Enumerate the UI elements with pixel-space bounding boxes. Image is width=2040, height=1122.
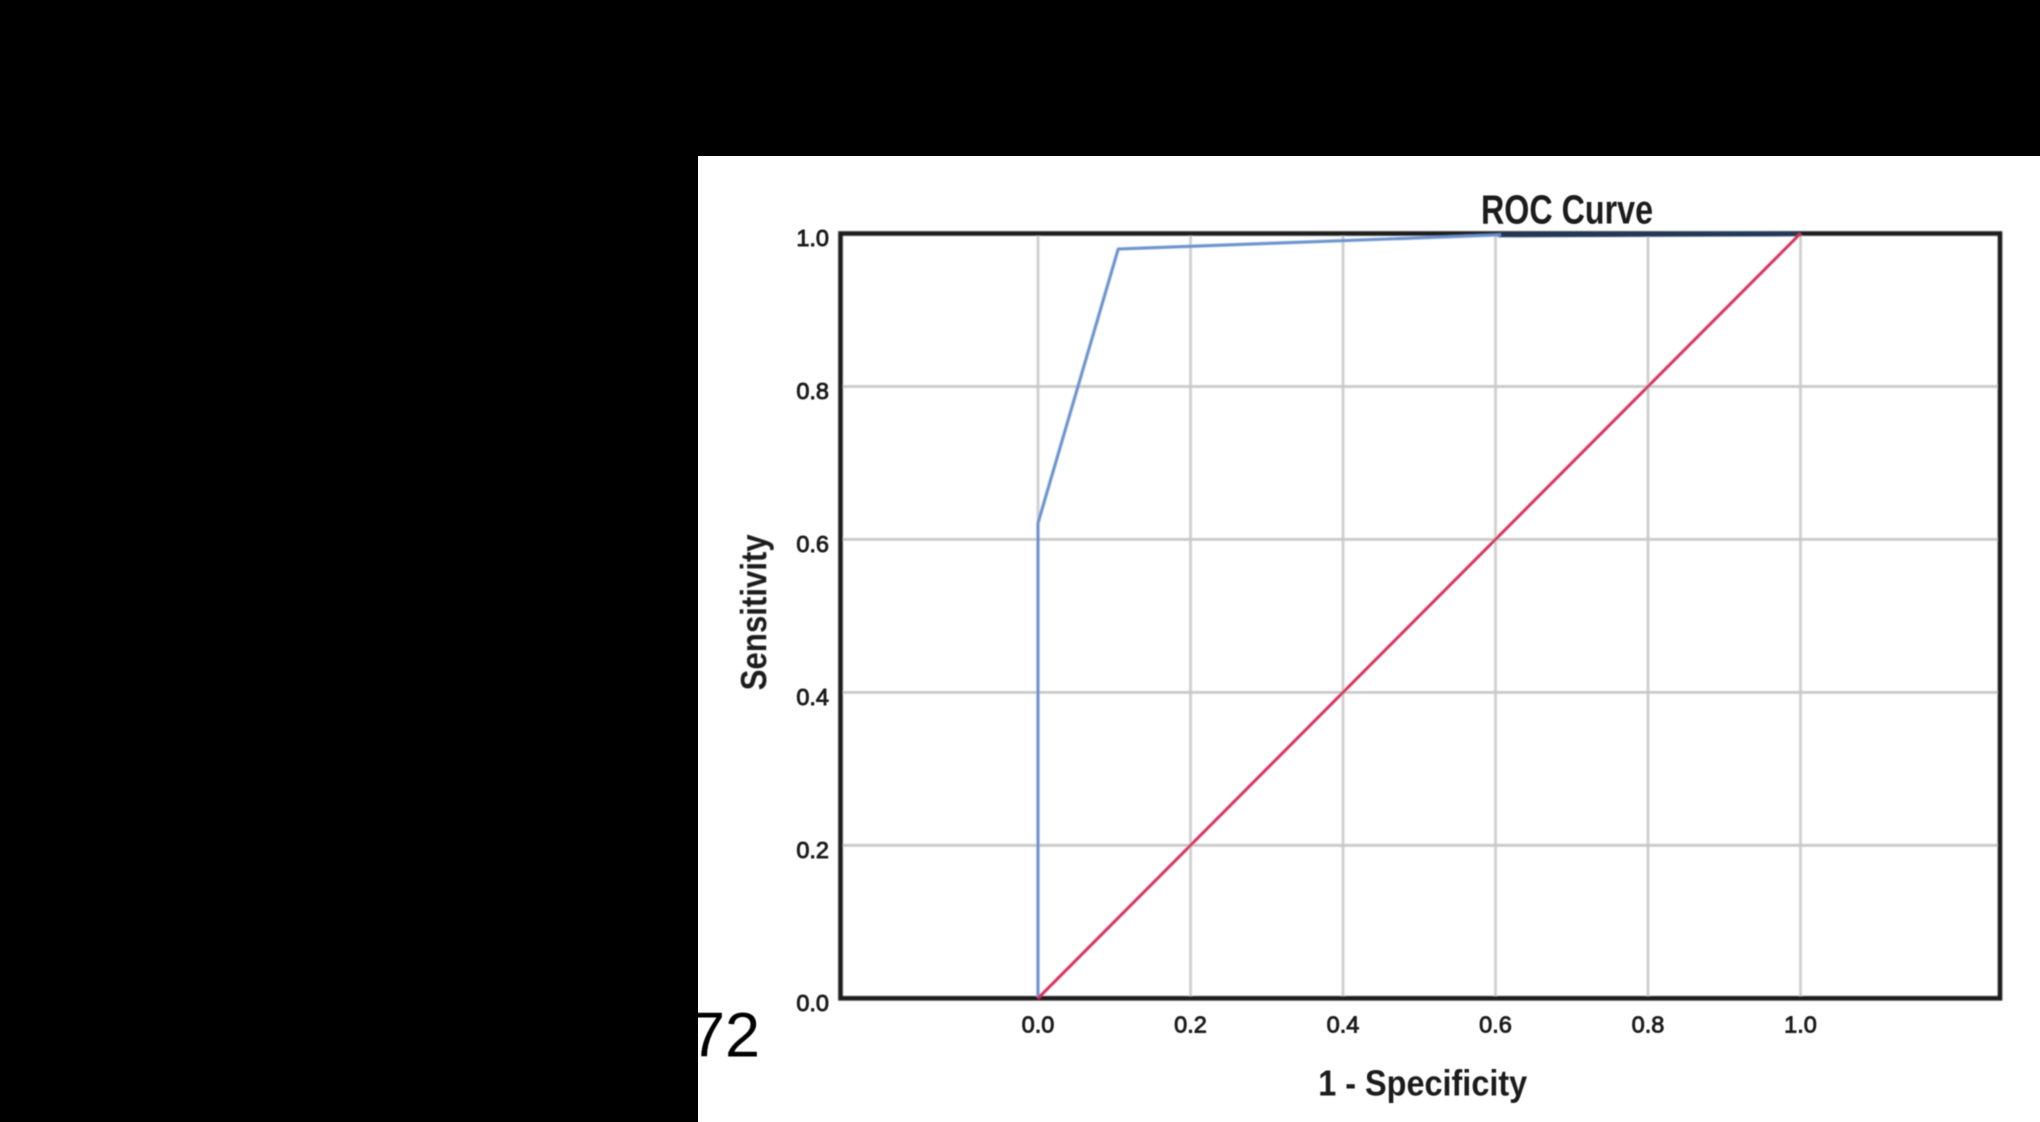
svg-text:0.2: 0.2 [796,837,829,863]
svg-text:1.0: 1.0 [1784,1012,1817,1038]
svg-text:Sensitivity: Sensitivity [733,534,774,690]
svg-text:0.6: 0.6 [796,531,829,557]
svg-text:0.2: 0.2 [1174,1012,1207,1038]
svg-text:ROC Curve: ROC Curve [1481,187,1653,233]
svg-text:0.6: 0.6 [1479,1012,1512,1038]
svg-text:72: 72 [690,1001,760,1071]
svg-text:0.8: 0.8 [796,378,829,404]
svg-text:0.0: 0.0 [796,990,829,1016]
svg-text:0.4: 0.4 [1327,1012,1360,1038]
svg-text:0.8: 0.8 [1632,1012,1665,1038]
svg-text:1 - Specificity: 1 - Specificity [1318,1063,1527,1104]
svg-text:0.0: 0.0 [1022,1012,1055,1038]
svg-text:0.4: 0.4 [796,684,829,710]
svg-text:1.0: 1.0 [796,225,829,251]
